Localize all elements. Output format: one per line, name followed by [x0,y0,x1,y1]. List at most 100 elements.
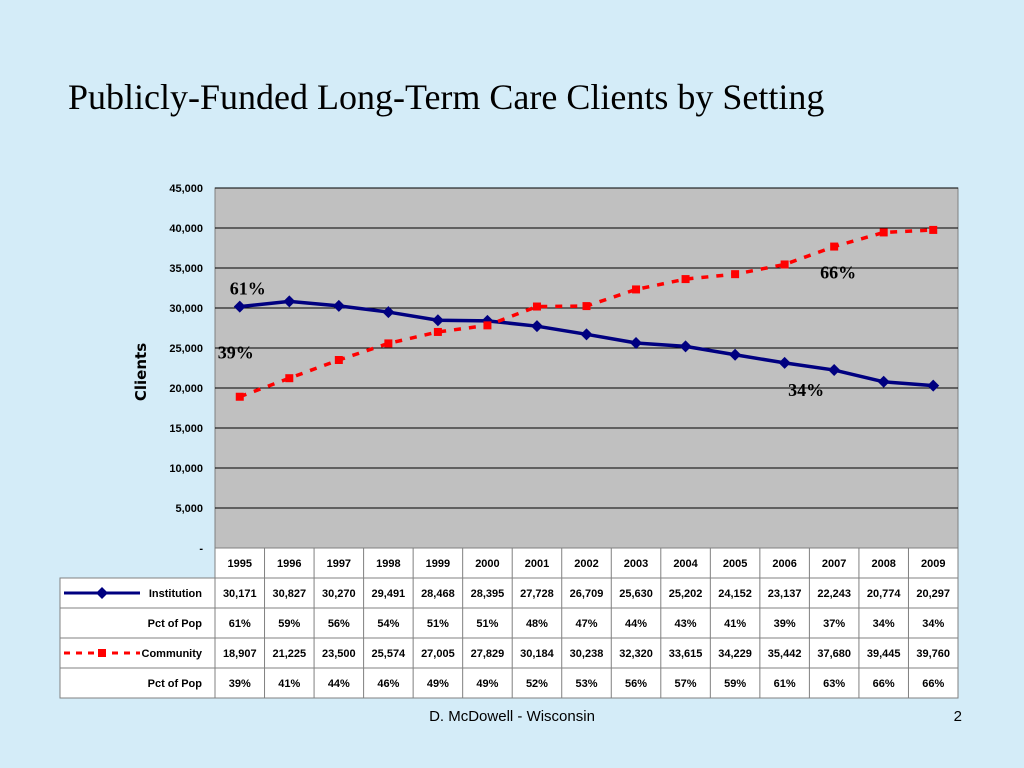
data-point-institution [431,314,444,327]
data-point-institution [927,379,940,392]
x-tick-label: 2003 [624,558,648,570]
table-cell: 25,202 [669,588,703,600]
x-tick-label: 1997 [327,558,351,570]
table-cell: 35,442 [768,648,802,660]
plot-area: - 5,000 10,000 15,000 20,000 25,000 30,000 35,0… [169,183,959,555]
y-tick-label: - [199,543,203,555]
table-cell: 51% [427,618,449,630]
table-cell: 30,827 [272,588,306,600]
table-row-label: Institution [149,588,202,600]
table-cell: 23,500 [322,648,356,660]
data-point-institution [382,306,395,319]
table-cell: 34,229 [718,648,752,660]
x-tick-label: 2007 [822,558,846,570]
table-cell: 27,005 [421,648,455,660]
page-number: 2 [953,708,962,725]
table-cell: 33,615 [669,648,703,660]
data-point-community [681,275,690,284]
data-point-community [532,302,541,311]
y-tick-label: 5,000 [175,503,203,515]
table-cell: 20,297 [916,588,950,600]
annotation-label: 39% [218,343,254,363]
table-cell: 39% [229,678,251,690]
data-point-community [780,260,789,269]
table-cell: 61% [229,618,251,630]
table-cell: 39% [774,618,796,630]
legend-marker-community [98,649,106,657]
x-tick-label: 2006 [772,558,796,570]
table-cell: 63% [823,678,845,690]
y-tick-label: 20,000 [169,383,203,395]
annotation-label: 61% [230,279,266,299]
y-tick-label: 35,000 [169,263,203,275]
table-cell: 51% [476,618,498,630]
table-cell: 18,907 [223,648,257,660]
y-tick-label: 10,000 [169,463,203,475]
annotations-group: 61% 39% 66% 34% [218,263,856,400]
table-cell: 25,630 [619,588,653,600]
table-cell: 34% [873,618,895,630]
table-cell: 49% [476,678,498,690]
x-tick-label: 2005 [723,558,747,570]
table-cell: 66% [922,678,944,690]
data-point-community [285,374,294,383]
table-cell: 26,709 [570,588,604,600]
x-tick-label: 2002 [574,558,598,570]
data-point-community [632,285,641,294]
data-point-community [830,242,839,251]
table-cell: 27,829 [471,648,505,660]
y-tick-label: 15,000 [169,423,203,435]
table-cell: 30,171 [223,588,257,600]
table-cell: 23,137 [768,588,802,600]
table-cell: 47% [575,618,597,630]
x-tick-label: 1995 [228,558,252,570]
data-point-institution [729,348,742,361]
data-point-community [879,228,888,237]
table-cell: 28,395 [471,588,505,600]
y-tick-label: 40,000 [169,223,203,235]
table-cell: 46% [377,678,399,690]
table-cell: 29,491 [372,588,406,600]
y-axis-title-group: Clients [132,343,150,401]
data-point-institution [679,340,692,353]
data-point-institution [530,320,543,333]
table-cell: 39,445 [867,648,901,660]
table-cell: 41% [278,678,300,690]
y-tick-label: 45,000 [169,183,203,195]
x-tick-label: 1999 [426,558,450,570]
table-cell: 34% [922,618,944,630]
table-cell: 21,225 [272,648,306,660]
data-point-institution [828,364,841,377]
table-cell: 37,680 [817,648,851,660]
data-point-community [334,356,343,364]
table-cell: 43% [675,618,697,630]
y-tick-label: 25,000 [169,343,203,355]
legend-marker-institution [96,587,108,599]
table-cell: 41% [724,618,746,630]
annotation-label: 66% [820,263,856,283]
table-cell: 32,320 [619,648,653,660]
x-tick-label: 2000 [475,558,499,570]
table-cell: 39,760 [916,648,950,660]
table-cell: 59% [278,618,300,630]
data-point-community [929,225,938,234]
table-cell: 61% [774,678,796,690]
table-cell: 44% [625,618,647,630]
table-cell: 57% [675,678,697,690]
table-cell: 53% [575,678,597,690]
table-cell: 30,184 [520,648,555,660]
x-tick-label: 1996 [277,558,301,570]
x-tick-label: 2004 [673,558,698,570]
table-cell: 54% [377,618,399,630]
x-tick-label: 2009 [921,558,945,570]
table-cell: 30,270 [322,588,356,600]
table-cell: 20,774 [867,588,902,600]
data-point-institution [630,336,643,349]
data-point-institution [283,295,296,308]
table-cell: 59% [724,678,746,690]
table-cell: 56% [625,678,647,690]
y-axis-title: Clients [132,343,150,401]
table-cell: 27,728 [520,588,554,600]
table-cell: 37% [823,618,845,630]
